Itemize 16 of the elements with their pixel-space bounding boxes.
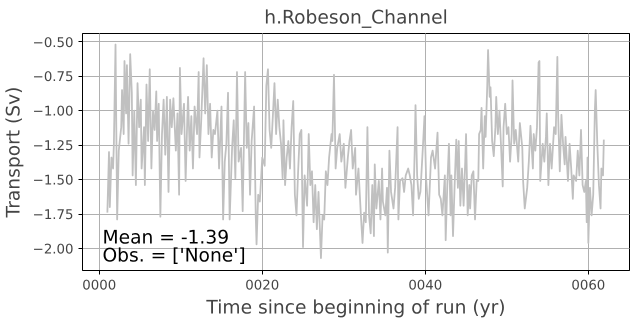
y-axis-title: Transport (Sv) bbox=[4, 86, 25, 218]
x-tick-label: 0020 bbox=[245, 278, 280, 294]
annotation: Obs. = ['None'] bbox=[102, 246, 246, 266]
chart-title: h.Robeson_Channel bbox=[264, 8, 448, 28]
y-tick-label: −0.75 bbox=[32, 70, 74, 86]
annotation: Mean = -1.39 bbox=[102, 228, 230, 248]
x-axis-title: Time since beginning of run (yr) bbox=[205, 298, 506, 318]
y-tick-label: −1.25 bbox=[32, 139, 74, 154]
y-tick-label: −2.00 bbox=[32, 242, 74, 258]
x-tick-label: 0060 bbox=[571, 278, 606, 294]
x-tick-label: 0040 bbox=[408, 278, 442, 294]
x-tick-label: 0000 bbox=[82, 278, 116, 294]
y-tick-label: −1.00 bbox=[32, 104, 74, 120]
y-tick-label: −1.50 bbox=[32, 174, 74, 189]
y-tick-label: −0.50 bbox=[32, 36, 74, 51]
y-tick-label: −1.75 bbox=[32, 208, 74, 224]
